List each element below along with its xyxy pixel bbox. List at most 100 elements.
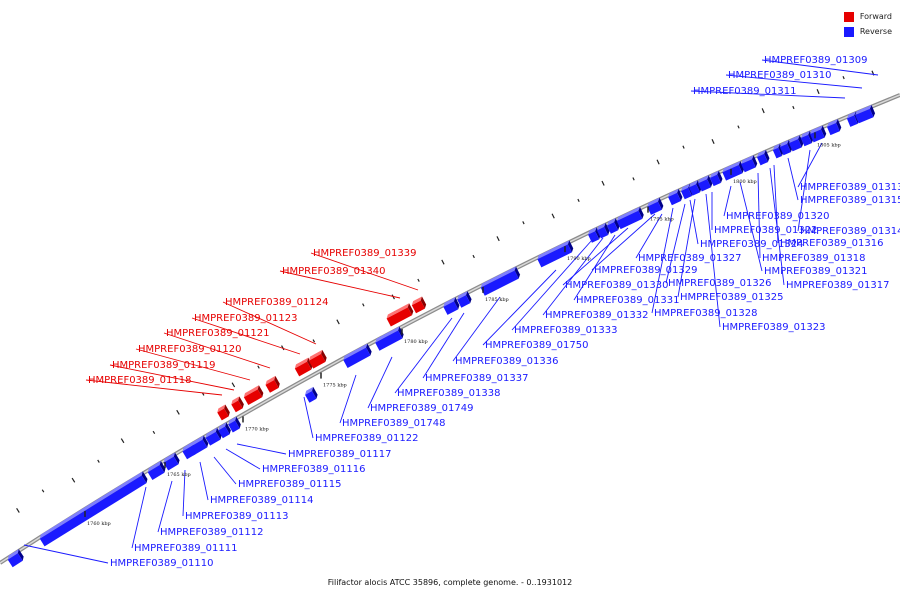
outer-tick — [577, 198, 580, 203]
leader-line — [725, 74, 863, 89]
gene-label[interactable]: HMPREF0389_01118 — [88, 375, 191, 386]
outer-tick — [761, 108, 765, 114]
reverse-gene-block — [722, 161, 745, 181]
leader-line — [394, 317, 453, 394]
scale-tick-label: 1760 kbp — [87, 521, 111, 527]
gene-label[interactable]: HMPREF0389_01314 — [800, 226, 900, 237]
outer-tick — [362, 303, 365, 307]
forward-gene-block — [308, 349, 327, 369]
outer-tick — [656, 159, 660, 165]
gene-label[interactable]: HMPREF0389_01338 — [397, 388, 500, 399]
scale-tick-label: 1775 kbp — [323, 383, 347, 389]
reverse-gene-block — [188, 435, 209, 456]
gene-label[interactable]: HMPREF0389_01332 — [545, 310, 648, 321]
outer-tick — [120, 438, 125, 444]
outer-tick — [97, 459, 100, 463]
gene-label[interactable]: HMPREF0389_01119 — [112, 360, 215, 371]
gene-label[interactable]: HMPREF0389_01116 — [262, 464, 365, 475]
gene-label[interactable]: HMPREF0389_01311 — [693, 86, 796, 97]
gene-label[interactable]: HMPREF0389_01337 — [425, 373, 528, 384]
gene-label[interactable]: HMPREF0389_01110 — [110, 558, 213, 569]
reverse-gene-block — [343, 343, 372, 368]
gene-label[interactable]: HMPREF0389_01122 — [315, 433, 418, 444]
outer-tick — [551, 213, 555, 219]
leader-line — [452, 296, 501, 362]
gene-label[interactable]: HMPREF0389_01313 — [800, 182, 900, 193]
reverse-gene-block — [756, 149, 770, 166]
leader-line — [511, 239, 593, 331]
gene-label[interactable]: HMPREF0389_01330 — [565, 280, 668, 291]
leader-line — [236, 443, 287, 455]
outer-tick — [522, 221, 525, 225]
gene-label[interactable]: HMPREF0389_01309 — [764, 55, 867, 66]
reverse-gene-block — [688, 180, 702, 196]
gene-label[interactable]: HMPREF0389_01320 — [726, 211, 829, 222]
scale-tick-label: 1805 kbp — [817, 142, 841, 148]
reverse-gene-block — [537, 240, 574, 268]
gene-label[interactable]: HMPREF0389_01322 — [714, 225, 817, 236]
gene-label[interactable]: HMPREF0389_01112 — [160, 527, 263, 538]
outer-tick — [417, 278, 420, 282]
gene-label[interactable]: HMPREF0389_01123 — [194, 313, 297, 324]
gene-label[interactable]: HMPREF0389_01328 — [654, 308, 757, 319]
leader-line — [757, 172, 761, 259]
leader-line — [723, 185, 732, 217]
gene-label[interactable]: HMPREF0389_01315 — [800, 195, 900, 206]
label-leader-lines — [23, 59, 879, 564]
reverse-gene-block — [163, 452, 180, 471]
scale-tick-label: 1785 kbp — [485, 297, 509, 303]
forward-gene-block — [231, 396, 244, 413]
gene-label[interactable]: HMPREF0389_01327 — [638, 253, 741, 264]
outer-tick — [257, 365, 260, 369]
forward-gene-block — [386, 303, 414, 327]
leader-line — [367, 356, 393, 409]
leader-line — [222, 301, 317, 345]
gene-label[interactable]: HMPREF0389_01748 — [342, 418, 445, 429]
outer-tick — [41, 489, 45, 493]
gene-label[interactable]: HMPREF0389_01323 — [722, 322, 825, 333]
gene-label[interactable]: HMPREF0389_01111 — [134, 543, 237, 554]
gene-label[interactable]: HMPREF0389_01321 — [764, 266, 867, 277]
gene-label[interactable]: HMPREF0389_01317 — [786, 280, 889, 291]
gene-label[interactable]: HMPREF0389_01340 — [282, 266, 385, 277]
outer-tick — [711, 138, 715, 145]
leader-line — [665, 203, 686, 284]
reverse-gene-block — [607, 218, 620, 234]
gene-label[interactable]: HMPREF0389_01117 — [288, 449, 391, 460]
reverse-gene-block — [800, 130, 814, 147]
gene-label[interactable]: HMPREF0389_01316 — [780, 238, 883, 249]
outer-tick — [176, 409, 180, 415]
genome-caption: Filifactor alocis ATCC 35896, complete g… — [327, 578, 573, 587]
gene-label[interactable]: HMPREF0389_01749 — [370, 403, 473, 414]
legend-forward: Forward — [843, 9, 892, 24]
gene-label[interactable]: HMPREF0389_01113 — [185, 511, 288, 522]
gene-label[interactable]: HMPREF0389_01318 — [762, 253, 865, 264]
outer-tick — [336, 319, 340, 325]
gene-label[interactable]: HMPREF0389_01121 — [166, 328, 269, 339]
leader-line — [199, 461, 209, 501]
gene-label[interactable]: HMPREF0389_01333 — [514, 325, 617, 336]
gene-label[interactable]: HMPREF0389_01115 — [238, 479, 341, 490]
gene-label[interactable]: HMPREF0389_01750 — [485, 340, 588, 351]
gene-label[interactable]: HMPREF0389_01325 — [680, 292, 783, 303]
gene-label[interactable]: HMPREF0389_01310 — [728, 70, 831, 81]
scale-tick-labels: 1760 kbp 1765 kbp 1770 kbp 1775 kbp 1780 kbp… — [84, 132, 841, 527]
leader-line — [213, 456, 237, 485]
gene-label[interactable]: HMPREF0389_01114 — [210, 495, 313, 506]
leader-line — [191, 317, 301, 355]
legend-reverse-label: Reverse — [859, 27, 892, 36]
gene-label[interactable]: HMPREF0389_01339 — [313, 248, 416, 259]
gene-label[interactable]: HMPREF0389_01124 — [225, 297, 328, 308]
leader-line — [163, 332, 271, 369]
reverse-gene-block — [709, 170, 723, 187]
gene-label[interactable]: HMPREF0389_01331 — [576, 295, 679, 306]
reverse-gene-block — [588, 227, 601, 243]
gene-label[interactable]: HMPREF0389_01324 — [700, 239, 803, 250]
leader-line — [182, 469, 186, 517]
gene-label[interactable]: HMPREF0389_01329 — [594, 265, 697, 276]
leader-line — [761, 59, 879, 76]
gene-label[interactable]: HMPREF0389_01326 — [668, 278, 771, 289]
gene-label[interactable]: HMPREF0389_01336 — [455, 356, 558, 367]
gene-label[interactable]: HMPREF0389_01120 — [138, 344, 241, 355]
reverse-gene-block — [457, 291, 472, 308]
